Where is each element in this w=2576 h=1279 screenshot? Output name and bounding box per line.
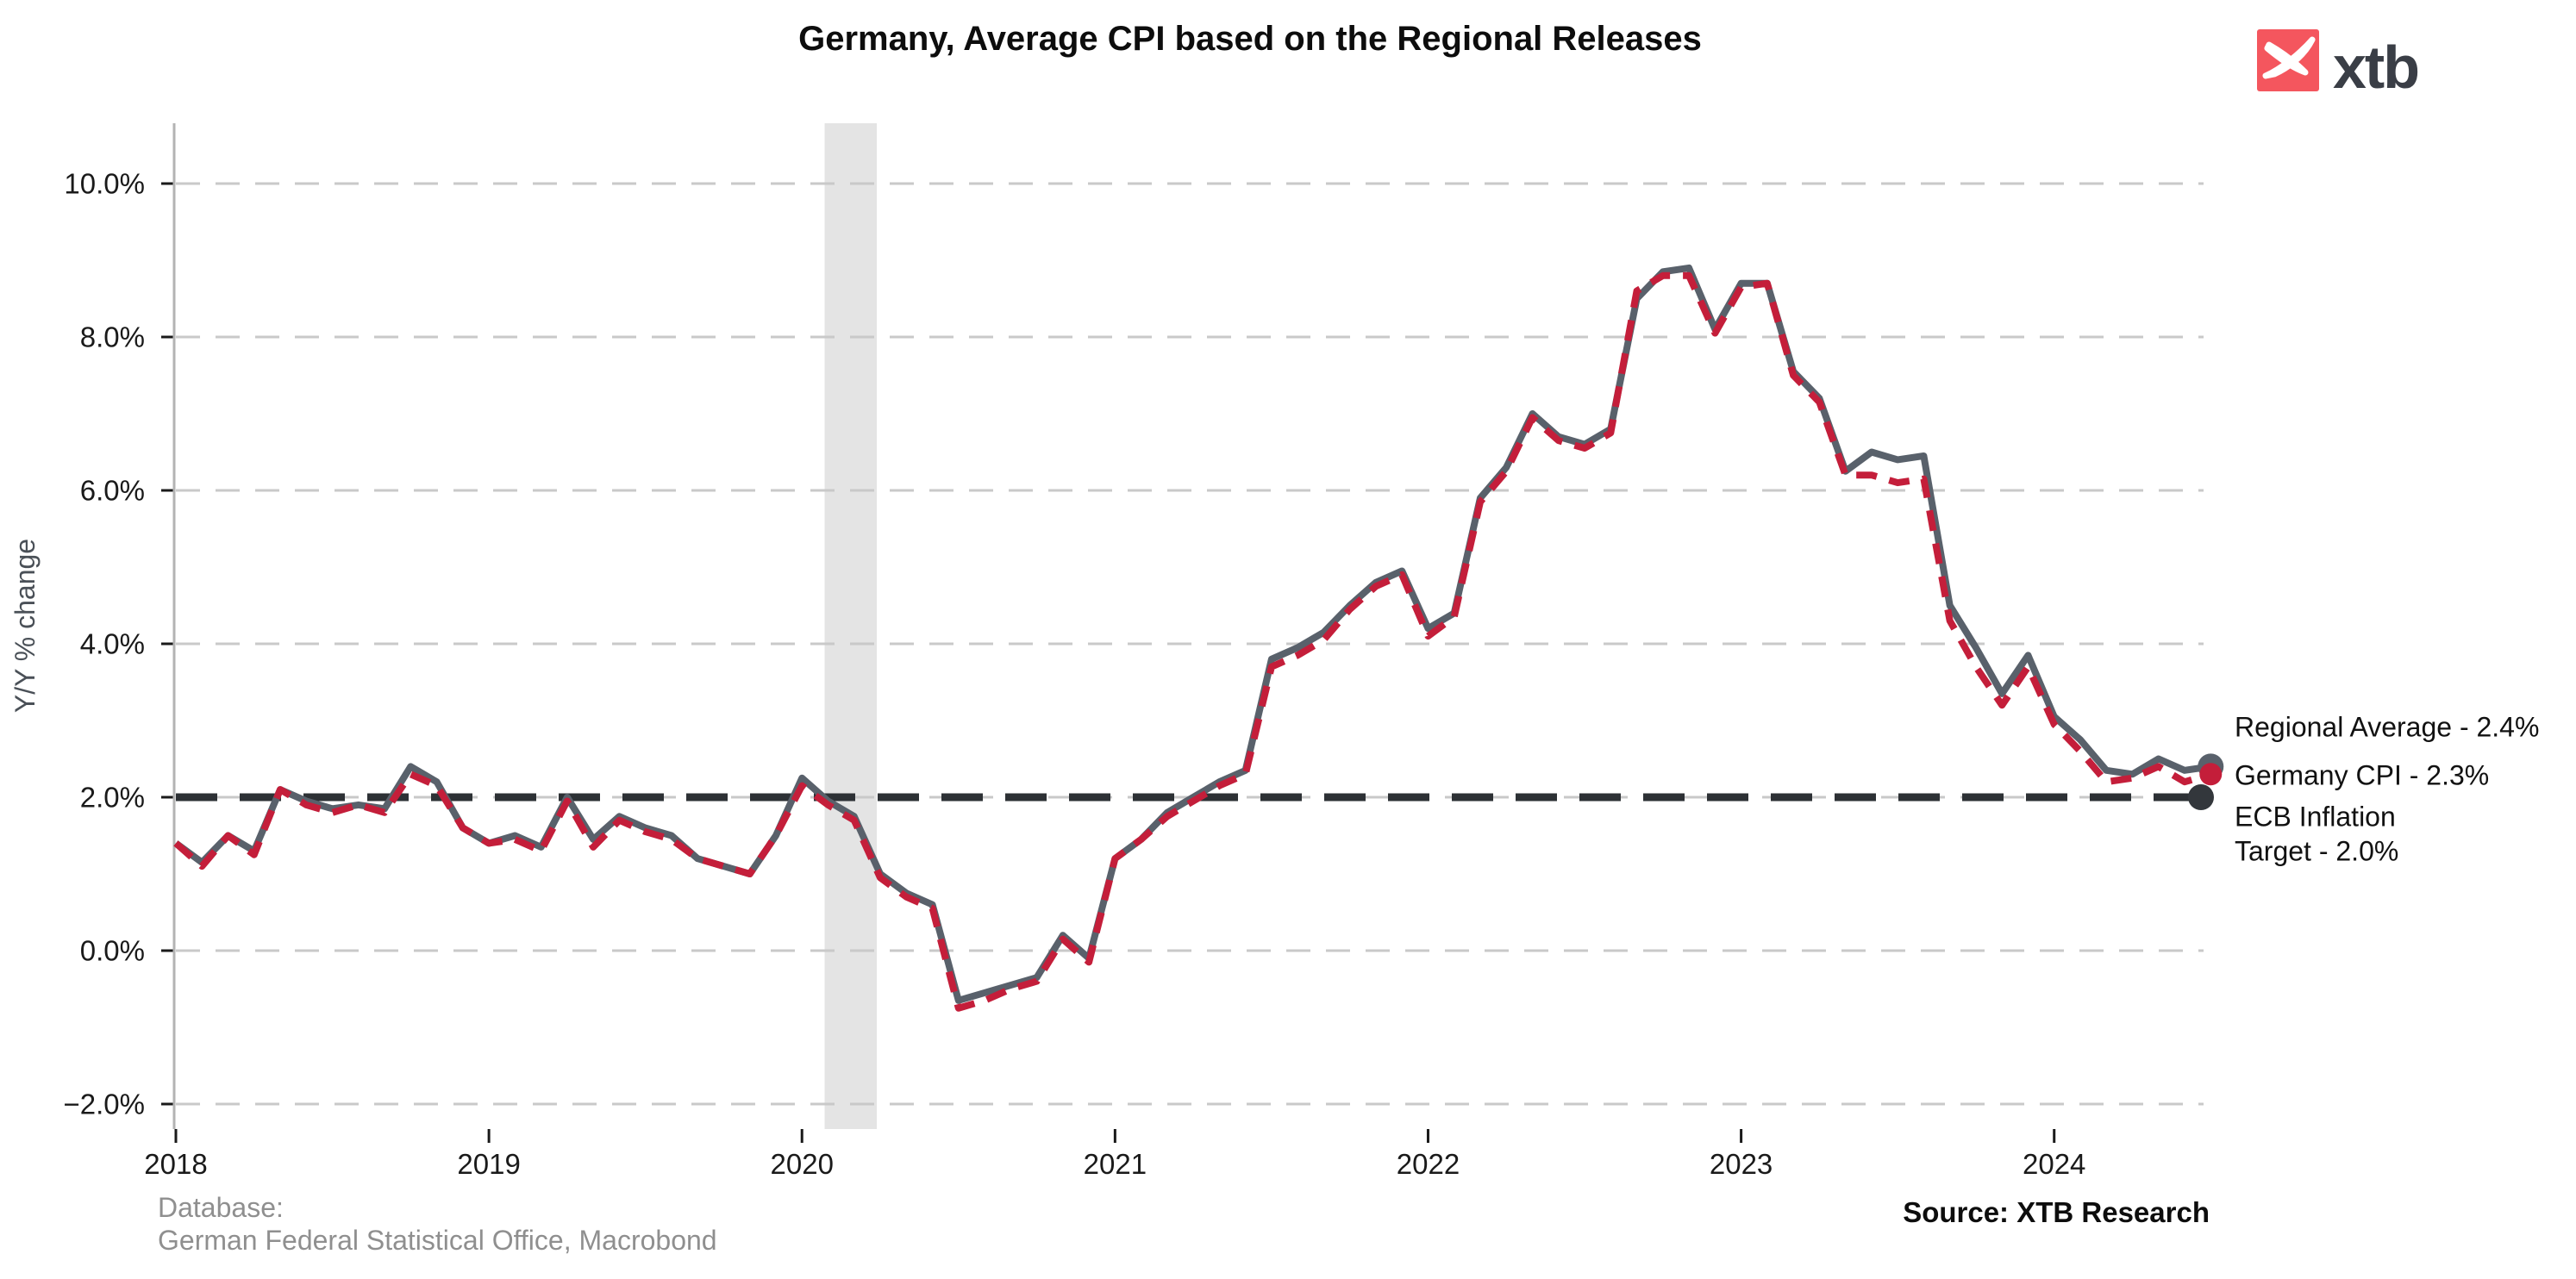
series-line-regional-average	[173, 264, 2211, 1004]
x-tick-label: 2019	[457, 1148, 520, 1180]
legend-regional-average: Regional Average - 2.4%	[2235, 711, 2539, 742]
y-tick-label: 0.0%	[80, 935, 145, 967]
plot-area: 10.0% 8.0% 6.0% 4.0% 2.0% 0.0% −2.0% 2018 2019 20…	[64, 123, 2224, 1180]
database-value: German Federal Statistical Office, Macro…	[158, 1225, 717, 1256]
source-text: Source: XTB Research	[1903, 1196, 2210, 1228]
legend-ecb-target-line1: ECB Inflation	[2235, 801, 2396, 832]
end-dot-germany-cpi	[2199, 763, 2223, 786]
end-dot-ecb-target	[2188, 784, 2214, 810]
y-tick-label: 10.0%	[64, 168, 145, 200]
x-tick-label: 2018	[144, 1148, 207, 1180]
y-tick-label: 6.0%	[80, 475, 145, 507]
legend-germany-cpi: Germany CPI - 2.3%	[2235, 759, 2489, 790]
y-tick-label: 8.0%	[80, 321, 145, 353]
xtb-bird-icon	[2262, 36, 2316, 79]
xtb-logo-text: xtb	[2333, 34, 2418, 101]
x-tick-label: 2024	[2023, 1148, 2085, 1180]
y-tick-label: 4.0%	[80, 628, 145, 660]
series-line-germany-cpi	[173, 271, 2212, 1012]
x-tick-label: 2021	[1084, 1148, 1147, 1180]
y-tick-label: −2.0%	[64, 1089, 146, 1120]
chart-title: Germany, Average CPI based on the Region…	[798, 20, 1702, 58]
x-tick-label: 2022	[1397, 1148, 1460, 1180]
legend-ecb-target-line2: Target - 2.0%	[2235, 835, 2398, 866]
x-tick-label: 2023	[1710, 1148, 1773, 1180]
y-tick-label: 2.0%	[80, 782, 145, 814]
database-label: Database:	[158, 1192, 284, 1223]
y-axis-title: Y/Y % change	[9, 539, 41, 713]
x-tick-label: 2020	[771, 1148, 834, 1180]
recession-band-2020	[824, 123, 878, 1129]
xtb-logo: xtb	[2257, 29, 2420, 101]
